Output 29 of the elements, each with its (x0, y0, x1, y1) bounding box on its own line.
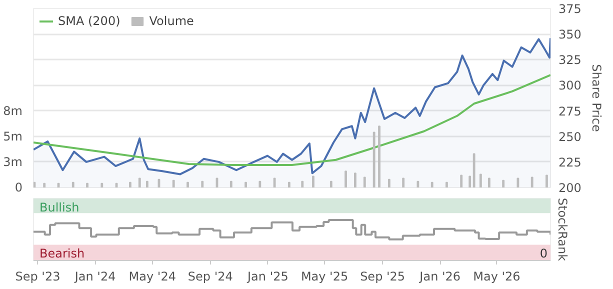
x-tick-label: May '24 (128, 270, 176, 284)
x-tick-label: Jan '24 (74, 270, 116, 284)
line-series (34, 74, 550, 166)
y-tick-label: 225 (558, 155, 582, 170)
x-tick-label: Jan '25 (246, 270, 288, 284)
y2-tick-label: 3m (3, 154, 23, 169)
x-tick-label: Sep '25 (360, 270, 406, 284)
x-tick-label: May '25 (300, 270, 348, 284)
y-tick-label: 375 (558, 2, 582, 16)
y-axis-title: StockRank (556, 198, 570, 262)
x-tick-label: Sep '24 (188, 270, 233, 284)
y-tick-label: 200 (558, 181, 582, 195)
y-tick-label: 350 (558, 28, 582, 42)
legend-label: SMA (200) (58, 14, 120, 28)
y2-tick-label: 0 (14, 180, 23, 194)
band-label: Bearish (40, 246, 85, 261)
band-label: Bullish (40, 200, 80, 214)
legend-label: Volume (149, 14, 194, 28)
y-axis-title: Share Price (589, 64, 604, 132)
x-tick-label: Sep '23 (15, 270, 60, 284)
x-tick-label: May '26 (473, 270, 520, 284)
y-tick-label: 250 (558, 130, 582, 144)
y2-tick-label: 8m (3, 104, 23, 118)
y-tick-label: 300 (558, 78, 582, 93)
annotation: 0 (540, 246, 548, 260)
x-tick-label: Jan '26 (418, 270, 461, 284)
y-tick-label: 275 (558, 104, 582, 118)
y-tick-label: 325 (558, 53, 582, 68)
y2-tick-label: 5m (3, 129, 23, 144)
